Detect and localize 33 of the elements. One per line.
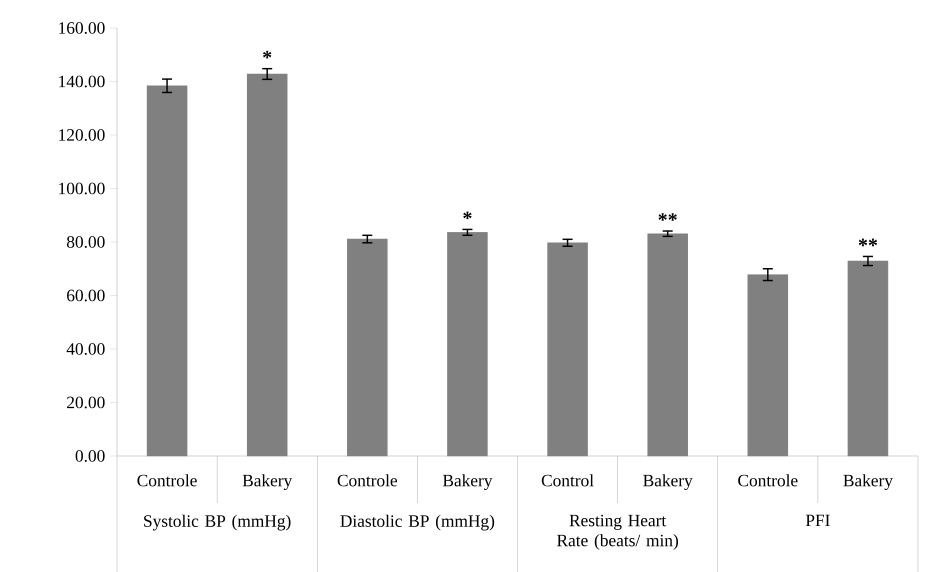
bar <box>146 86 188 456</box>
x-tick-label: Bakery <box>843 474 893 490</box>
text: Diastolic BP (mmHg) <box>340 514 494 530</box>
text: Systolic BP (mmHg) <box>144 514 291 530</box>
data-label: * <box>463 212 472 220</box>
y-tick-label: 80.00 <box>66 236 105 248</box>
data-label: ** <box>858 238 878 246</box>
y-tick-label: 120.00 <box>59 129 105 141</box>
y-tick-label: 60.00 <box>67 290 105 302</box>
text: PFI <box>806 514 830 526</box>
text: Resting Heart Rate (beats/ min) <box>557 514 678 550</box>
bar <box>347 238 388 456</box>
y-tick-label: 140.00 <box>59 76 105 88</box>
bar <box>748 274 788 456</box>
y-tick-label: 0.00 <box>76 450 105 462</box>
data-label: ** <box>658 213 677 221</box>
x-tick-label: Controle <box>137 474 197 486</box>
bar <box>246 74 288 456</box>
x-tick-label: Bakery <box>442 474 492 490</box>
x-tick-label: Bakery <box>242 474 292 490</box>
x-tick-label: Control <box>542 474 594 486</box>
bar <box>647 233 688 456</box>
data-label: * <box>263 50 272 58</box>
y-tick-label: 40.00 <box>66 343 105 355</box>
y-tick-label: 20.00 <box>67 396 105 408</box>
bar <box>848 260 888 456</box>
y-tick-label: 160.00 <box>59 22 105 34</box>
y-tick-label: 100.00 <box>59 182 105 194</box>
bar <box>547 242 588 456</box>
bar <box>447 232 488 456</box>
x-tick-label: Controle <box>338 474 398 486</box>
x-tick-label: Controle <box>738 474 798 486</box>
x-tick-label: Bakery <box>643 474 693 490</box>
